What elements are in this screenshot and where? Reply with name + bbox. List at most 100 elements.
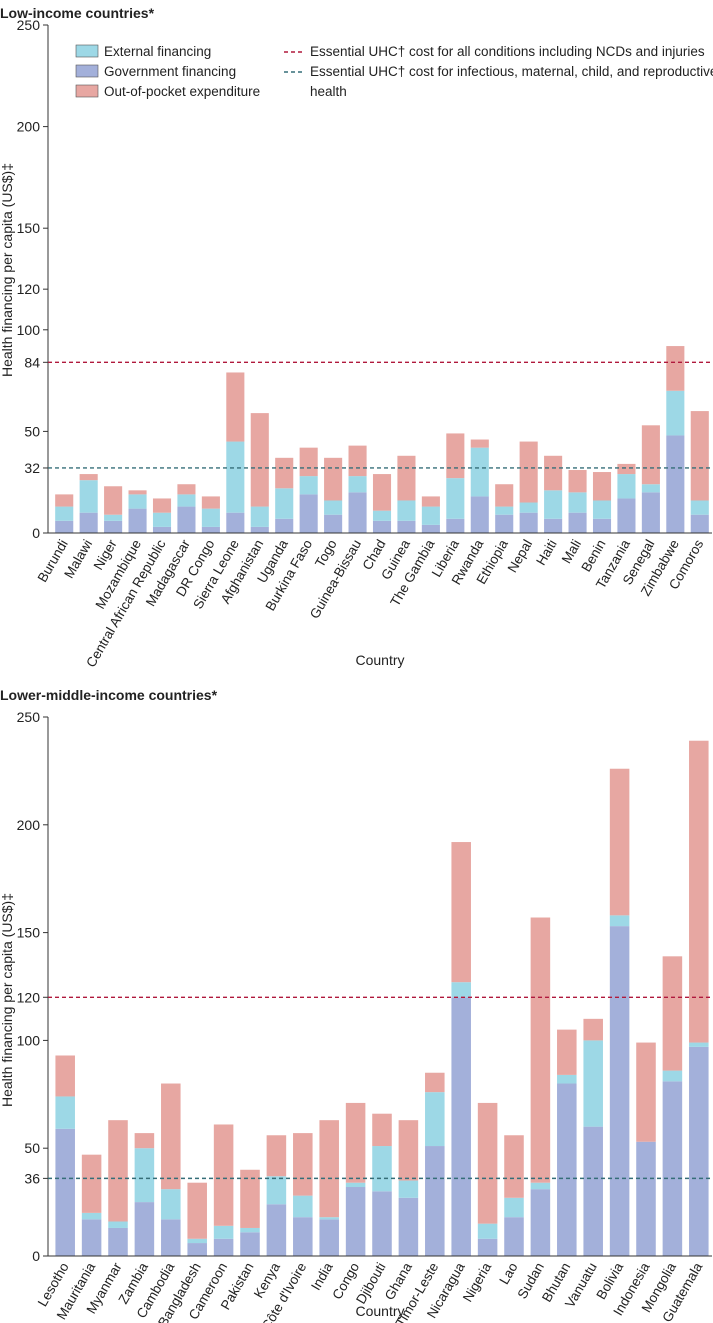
low-y-tick-label: 150 [17,220,41,236]
lmic-bar-oop [187,1182,207,1239]
low-bar-oop [348,445,367,477]
low-bar-government [495,514,514,533]
lmic-bar-oop [530,917,551,1183]
lmic-bar-oop [161,1083,181,1190]
lmic-bar-external [293,1195,313,1218]
low-bar-government [226,512,245,533]
lmic-bar-oop [451,842,471,983]
low-bar-oop [592,472,612,501]
low-bar-government [544,518,563,533]
low-bar-external [519,502,538,513]
lmic-y-tick-label: 200 [17,817,41,833]
lmic-bar-government [557,1083,577,1256]
low-bar-oop [397,455,416,501]
lmic-bar-external [662,1070,683,1082]
low-bar-oop [55,494,74,507]
low-bar-government [79,512,98,533]
legend-swatch-external [75,44,99,58]
low-bar-external [641,484,660,493]
lmic-bar-oop [636,1042,656,1142]
lmic-y-tick-label: 120 [17,989,41,1005]
lmic-y-tick-label: 100 [17,1032,41,1048]
lmic-bar-government [609,926,630,1256]
lmic-panel-title: Lower-middle-income countries* [0,687,218,703]
low-bar-external [690,500,709,515]
low-bar-external [79,480,98,513]
low-bar-oop [250,413,269,507]
low-bar-government [104,520,123,533]
lmic-bar-external [187,1238,207,1244]
low-category-label: Nepal [505,537,536,575]
low-y-tick-label: 50 [24,423,40,439]
lmic-bar-oop [689,740,709,1043]
low-bar-external [324,500,343,515]
low-bar-oop [495,484,514,507]
low-bar-government [201,526,220,533]
lmic-bar-government [55,1128,75,1256]
lmic-bar-oop [266,1135,287,1177]
lmic-bar-government [108,1227,128,1256]
low-category-label: Haiti [533,537,559,568]
lmic-bar-oop [134,1133,155,1149]
low-bar-external [152,512,172,527]
low-bar-government [177,506,196,533]
lmic-bar-government [530,1189,551,1256]
lmic-bar-government [161,1219,181,1256]
lmic-bar-government [319,1219,339,1256]
lmic-category-label: India [308,1260,336,1293]
lmic-bar-external [372,1146,392,1192]
lmic-bar-oop [398,1120,419,1181]
low-bar-oop [104,486,123,515]
low-y-axis-label: Health financing per capita (US$)‡ [0,163,15,377]
lmic-bar-oop [372,1113,392,1147]
lmic-y-tick-label: 150 [17,925,41,941]
low-bar-government [592,518,612,533]
low-bar-oop [299,447,318,477]
low-bar-external [495,506,514,515]
low-y-tick-label: 100 [17,322,41,338]
low-bar-external [55,506,74,521]
lmic-category-label: Lao [496,1260,520,1287]
low-bar-external [299,476,318,495]
low-bar-external [421,506,440,525]
low-bar-government [519,512,538,533]
lmic-bar-government [372,1191,392,1256]
low-bar-oop [324,457,343,501]
lmic-bar-external [689,1042,709,1047]
low-bar-oop [152,498,172,513]
low-bar-oop [470,439,489,448]
lmic-y-tick-label: 250 [17,709,41,725]
low-y-tick-label: 200 [17,119,41,135]
lmic-bar-oop [319,1120,339,1218]
lmic-bar-oop [293,1133,313,1196]
low-bar-oop [275,457,294,489]
lmic-bar-oop [108,1120,128,1222]
low-bar-external [104,514,123,521]
low-bar-oop [568,470,587,493]
lmic-bar-oop [504,1135,524,1198]
lmic-bar-government [636,1141,656,1256]
low-bar-government [299,494,318,533]
lmic-y-tick-label: 36 [24,1170,40,1186]
lmic-y-tick-label: 50 [24,1140,40,1156]
lmic-bar-oop [213,1124,234,1226]
low-bar-external [226,441,245,513]
lmic-bar-government [187,1243,207,1256]
low-bar-government [348,492,367,533]
low-bar-oop [690,411,709,501]
lmic-bar-external [398,1180,419,1198]
legend-label-government: Government financing [104,64,236,79]
low-bar-oop [226,372,245,442]
lmic-bar-external [266,1176,287,1205]
lmic-bar-government [451,997,471,1256]
lmic-bar-oop [345,1102,366,1183]
low-y-tick-label: 84 [24,354,40,370]
lmic-x-axis-label: Country [355,1303,404,1319]
lmic-y-tick-label: 0 [32,1248,40,1264]
low-bar-government [128,508,147,533]
low-bar-government [568,512,587,533]
lmic-bar-government [213,1238,234,1256]
legend-label-ncd: Essential UHC† cost for all conditions i… [310,44,705,59]
low-bar-external [592,500,612,519]
